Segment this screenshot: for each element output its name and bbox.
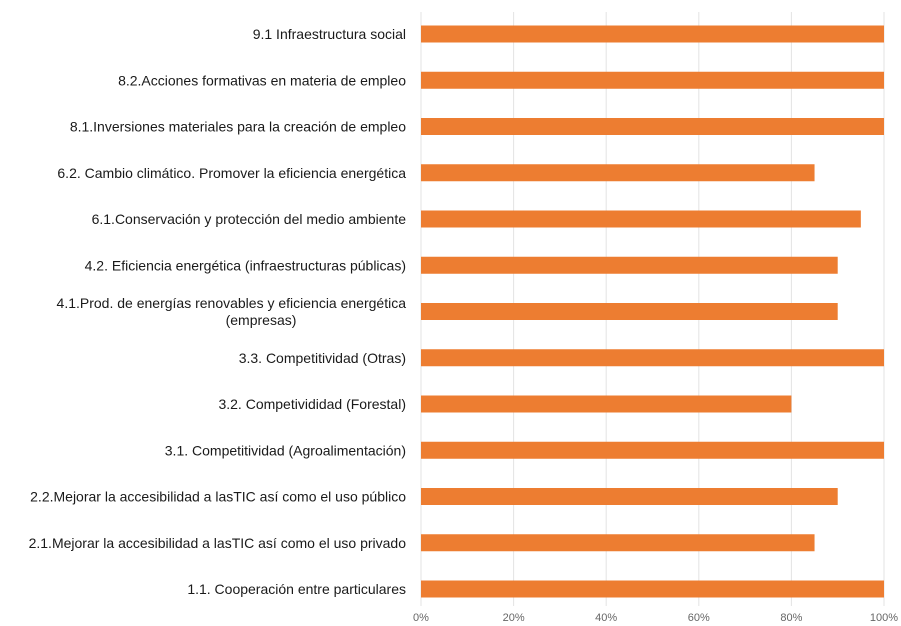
bar — [421, 256, 838, 274]
bar — [421, 349, 884, 367]
category-label-continuation: (empresas) — [226, 312, 297, 328]
x-tick-label: 100% — [870, 612, 898, 624]
x-tick-label: 60% — [688, 612, 710, 624]
category-label: 4.1.Prod. de energías renovables y efici… — [57, 295, 407, 311]
bar — [421, 71, 884, 89]
bar — [421, 441, 884, 459]
x-tick-label: 20% — [503, 612, 525, 624]
category-label: 4.2. Eficiencia energética (infraestruct… — [85, 257, 406, 273]
bar — [421, 395, 792, 413]
bars — [421, 25, 884, 598]
x-tick-label: 40% — [595, 612, 617, 624]
category-label: 2.2.Mejorar la accesibilidad a lasTIC as… — [30, 489, 406, 505]
x-tick-label: 80% — [780, 612, 802, 624]
bar — [421, 534, 815, 552]
bar — [421, 303, 838, 320]
x-tick-label: 0% — [413, 612, 429, 624]
category-label: 3.2. Competivididad (Forestal) — [218, 396, 406, 412]
category-label: 1.1. Cooperación entre particulares — [187, 581, 406, 597]
category-label: 6.2. Cambio climático. Promover la efici… — [57, 165, 406, 181]
bar — [421, 164, 815, 182]
bar — [421, 580, 884, 598]
category-label: 8.2.Acciones formativas en materia de em… — [118, 72, 406, 88]
category-label: 3.1. Competitividad (Agroalimentación) — [165, 442, 406, 458]
category-label: 6.1.Conservación y protección del medio … — [92, 211, 407, 227]
category-label: 2.1.Mejorar la accesibilidad a lasTIC as… — [29, 535, 407, 551]
category-labels: 9.1 Infraestructura social 8.2.Acciones f… — [29, 26, 407, 597]
bar — [421, 488, 838, 505]
category-label: 3.3. Competitividad (Otras) — [239, 350, 406, 366]
category-label: 9.1 Infraestructura social — [253, 26, 406, 42]
bar — [421, 210, 861, 228]
x-axis-ticks: 0% 20% 40% 60% 80% 100% — [413, 612, 898, 624]
category-label: 8.1.Inversiones materiales para la creac… — [70, 119, 406, 135]
bar — [421, 118, 884, 135]
bar — [421, 25, 884, 43]
